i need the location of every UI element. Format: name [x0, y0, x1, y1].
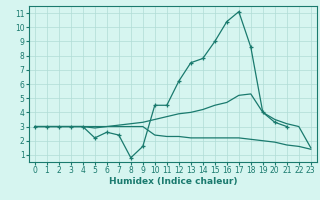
- X-axis label: Humidex (Indice chaleur): Humidex (Indice chaleur): [108, 177, 237, 186]
